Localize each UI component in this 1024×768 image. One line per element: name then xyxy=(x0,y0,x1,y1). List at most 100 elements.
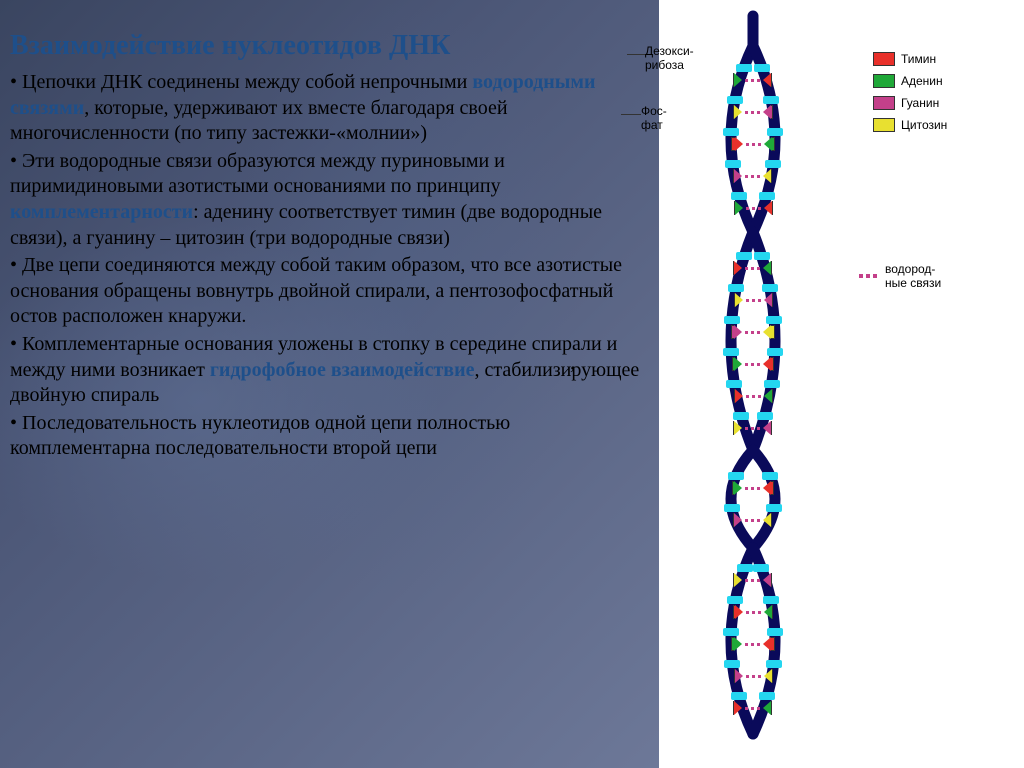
base-thymine xyxy=(771,637,775,651)
swatch-thymine xyxy=(873,52,895,66)
hydrogen-bond-icon xyxy=(746,675,761,678)
term-hydrophobic: гидрофобное взаимодействие xyxy=(210,359,475,381)
arrow-icon xyxy=(734,513,742,527)
base-pair xyxy=(731,137,775,151)
hydrogen-bond-icon xyxy=(745,79,760,82)
base-adenine xyxy=(772,605,773,619)
arrow-icon xyxy=(764,137,772,151)
arrow-icon xyxy=(734,421,742,435)
legend-area: Дезокси- рибоза Фос- фат Тимин Аденин xyxy=(823,6,1020,762)
arrow-icon xyxy=(763,325,771,339)
arrow-icon xyxy=(735,669,743,683)
swatch-adenine xyxy=(873,74,895,88)
arrow-icon xyxy=(734,637,742,651)
hydrogen-bond-icon xyxy=(746,299,761,302)
arrow-icon xyxy=(734,357,742,371)
base-thymine xyxy=(771,357,774,371)
base-guanine xyxy=(772,293,773,307)
base-pair xyxy=(732,357,774,371)
deoxyribose-node xyxy=(728,472,744,480)
base-pair xyxy=(732,481,774,495)
base-thymine xyxy=(771,73,772,87)
callout-line xyxy=(621,114,641,115)
legend-thymine: Тимин xyxy=(873,52,1016,66)
hydrogen-bond-icon xyxy=(746,395,761,398)
swatch-cytosine xyxy=(873,118,895,132)
arrow-icon xyxy=(764,293,772,307)
deoxyribose-node xyxy=(754,252,770,260)
text-column: Взаимодействие нуклеотидов ДНК • Цепочки… xyxy=(0,0,659,768)
arrow-icon xyxy=(763,357,771,371)
base-pair xyxy=(734,169,771,183)
arrow-icon xyxy=(734,73,742,87)
base-guanine xyxy=(771,105,773,119)
deoxyribose-node xyxy=(767,128,783,136)
hydrogen-bond-icon xyxy=(745,111,760,114)
base-thymine xyxy=(772,201,773,215)
arrow-icon xyxy=(763,261,771,275)
arrow-icon xyxy=(735,201,743,215)
base-pair xyxy=(740,73,766,87)
arrow-icon xyxy=(734,701,742,715)
arrow-icon xyxy=(764,389,772,403)
base-pair xyxy=(737,389,770,403)
hydrogen-bond-icon xyxy=(745,427,760,430)
hbond-icon xyxy=(857,274,879,278)
legend-adenine: Аденин xyxy=(873,74,1016,88)
term-complementarity: комплементарности xyxy=(10,201,193,223)
deoxyribose-node xyxy=(766,504,782,512)
arrow-icon xyxy=(763,421,771,435)
diagram-column: Дезокси- рибоза Фос- фат Тимин Аденин xyxy=(659,0,1024,768)
arrow-icon xyxy=(735,605,743,619)
legend-guanine: Гуанин xyxy=(873,96,1016,110)
arrow-icon xyxy=(734,481,742,495)
legend-hbond: водород- ные связи xyxy=(857,262,1016,290)
arrow-icon xyxy=(734,105,742,119)
arrow-icon xyxy=(763,513,771,527)
base-cytosine xyxy=(771,513,772,527)
base-adenine xyxy=(771,701,772,715)
arrow-icon xyxy=(763,73,771,87)
deoxyribose-node xyxy=(727,96,743,104)
callout-phosphate: Фос- фат xyxy=(641,104,667,132)
dna-helix-area xyxy=(663,6,823,762)
hydrogen-bond-icon xyxy=(745,519,760,522)
hydrogen-bond-icon xyxy=(746,143,761,146)
deoxyribose-node xyxy=(767,628,783,636)
hydrogen-bond-icon xyxy=(745,331,760,334)
arrow-icon xyxy=(735,293,743,307)
arrow-icon xyxy=(734,169,742,183)
deoxyribose-node xyxy=(762,284,778,292)
base-guanine xyxy=(771,573,772,587)
deoxyribose-node xyxy=(731,192,747,200)
body-text: • Цепочки ДНК соединены между собой непр… xyxy=(10,70,649,462)
base-guanine xyxy=(771,421,772,435)
base-pair xyxy=(733,105,773,119)
swatch-guanine xyxy=(873,96,895,110)
base-adenine xyxy=(772,137,775,151)
base-pair xyxy=(734,293,772,307)
deoxyribose-node xyxy=(767,348,783,356)
base-pair xyxy=(731,637,775,651)
deoxyribose-node xyxy=(724,504,740,512)
deoxyribose-node xyxy=(762,472,778,480)
bullet-3: • Две цепи соединяются между собой таким… xyxy=(10,253,649,330)
dna-helix xyxy=(703,10,803,754)
deoxyribose-node xyxy=(725,160,741,168)
arrow-icon xyxy=(764,669,772,683)
base-adenine xyxy=(771,261,772,275)
base-pair xyxy=(745,421,761,435)
deoxyribose-node xyxy=(726,380,742,388)
hydrogen-bond-icon xyxy=(746,611,761,614)
base-pair xyxy=(741,261,765,275)
arrow-icon xyxy=(763,169,771,183)
deoxyribose-node xyxy=(736,252,752,260)
deoxyribose-node xyxy=(723,628,739,636)
deoxyribose-node xyxy=(754,64,770,72)
bullet-5: • Последовательность нуклеотидов одной ц… xyxy=(10,411,649,462)
deoxyribose-node xyxy=(733,412,749,420)
legend-cytosine: Цитозин xyxy=(873,118,1016,132)
deoxyribose-node xyxy=(766,316,782,324)
base-cytosine xyxy=(772,669,773,683)
deoxyribose-node xyxy=(723,128,739,136)
